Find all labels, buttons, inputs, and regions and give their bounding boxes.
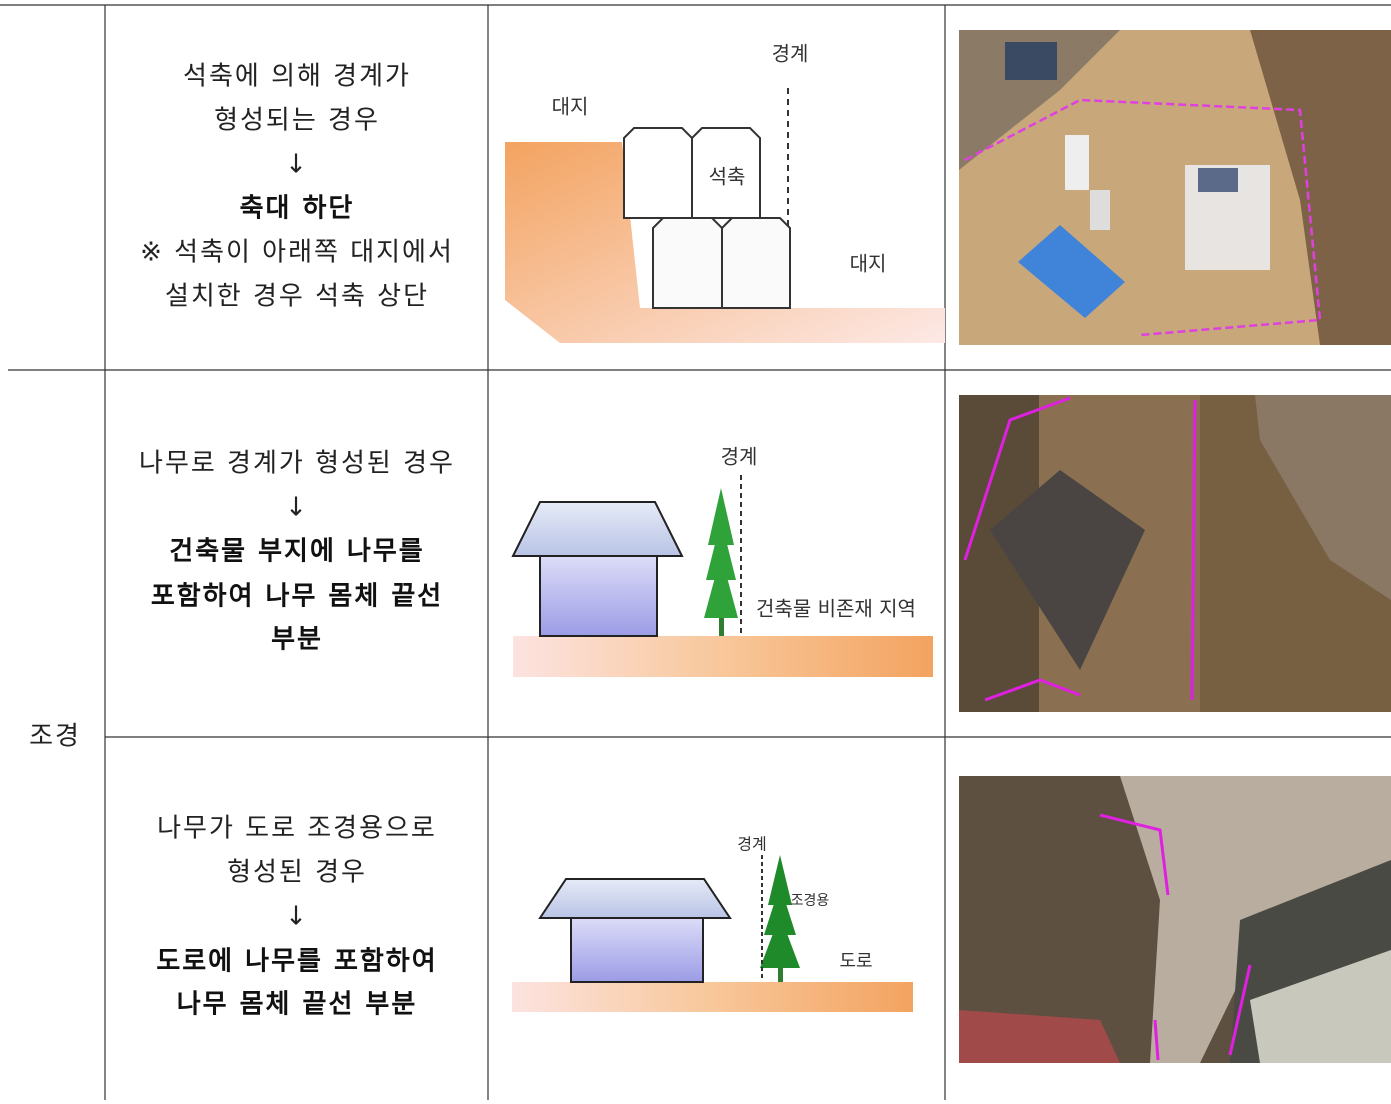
result: 도로에 나무를 포함하여 xyxy=(156,947,437,977)
aerial-photo xyxy=(959,776,1391,1063)
diagram-label: 경계 xyxy=(772,42,809,66)
aerial-photo xyxy=(959,395,1391,712)
diagram-tree-boundary: 경계 건축물 비존재 지역 xyxy=(511,445,933,677)
result: 나무 몸체 끝선 부분 xyxy=(177,990,418,1020)
description: 형성되는 경우 xyxy=(214,106,380,136)
arrow: ↓ xyxy=(285,150,309,180)
description: 형성된 경우 xyxy=(227,858,367,888)
result: 건축물 부지에 나무를 xyxy=(169,537,424,567)
diagram-label: 도로 xyxy=(839,951,872,972)
diagram-label: 대지 xyxy=(850,252,887,276)
diagram-label: 석축 xyxy=(709,165,746,189)
diagram-label: 조경용 xyxy=(791,893,830,909)
diagram-road-tree: 경계 조경용 도로 xyxy=(512,835,913,1012)
description: 나무로 경계가 형성된 경우 xyxy=(139,449,455,479)
result: 부분 xyxy=(271,625,323,655)
description: 석축에 의해 경계가 xyxy=(183,62,411,92)
diagram-stone-wall: 경계 대지 석축 대지 xyxy=(505,42,945,343)
result: 포함하여 나무 몸체 끝선 xyxy=(151,582,443,612)
diagram-label: 경계 xyxy=(737,835,766,854)
note: 설치한 경우 석축 상단 xyxy=(165,282,429,312)
grid xyxy=(0,4,1391,1100)
description: 나무가 도로 조경용으로 xyxy=(157,814,437,844)
aerial-photo xyxy=(959,30,1391,345)
category: 조경 xyxy=(29,722,81,752)
diagram-label: 경계 xyxy=(721,445,758,469)
arrow: ↓ xyxy=(285,493,309,523)
note: ※ 석축이 아래쪽 대지에서 xyxy=(140,238,454,268)
diagram-label: 대지 xyxy=(552,95,589,119)
diagram-label: 건축물 비존재 지역 xyxy=(756,597,916,621)
arrow: ↓ xyxy=(285,902,309,932)
result: 축대 하단 xyxy=(240,194,355,224)
